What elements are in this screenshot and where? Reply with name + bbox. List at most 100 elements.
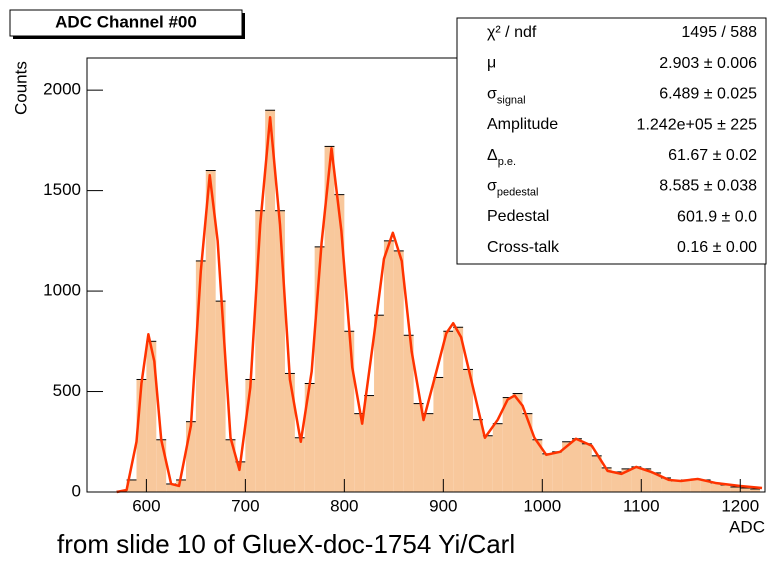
chart-title: ADC Channel #00: [55, 12, 197, 31]
bar: [562, 441, 572, 492]
caption: from slide 10 of GlueX-doc-1754 Yi/Carl: [57, 529, 515, 559]
bar: [294, 437, 305, 492]
x-tick-label: 800: [330, 496, 358, 515]
stat-subscript: p.e.: [498, 156, 516, 168]
bar: [156, 439, 167, 492]
bar: [720, 484, 731, 492]
bar: [522, 413, 533, 492]
bar: [581, 443, 592, 492]
bar: [730, 486, 741, 492]
stat-label: σsignal: [487, 86, 526, 107]
bar: [690, 478, 701, 492]
bar: [433, 377, 444, 492]
y-tick-label: 2000: [43, 80, 81, 99]
bar: [750, 488, 761, 492]
stat-symbol: Cross-talk: [487, 239, 560, 256]
bar: [532, 439, 543, 492]
bar: [463, 369, 474, 492]
stat-symbol: Pedestal: [487, 208, 549, 225]
bar: [393, 250, 404, 492]
title-box: [9, 9, 243, 37]
bar: [185, 421, 196, 492]
bar: [245, 379, 256, 492]
stat-value: 0.16 ± 0.00: [677, 239, 757, 256]
stat-symbol: σ: [487, 86, 497, 103]
bar: [502, 397, 513, 492]
bar: [304, 383, 315, 492]
stat-label: Δp.e.: [487, 147, 516, 168]
bar: [552, 451, 563, 492]
stat-value: 601.9 ± 0.0: [677, 208, 757, 225]
bar: [344, 331, 355, 492]
x-tick-label: 1200: [721, 496, 759, 515]
bar: [126, 479, 137, 492]
plot-area: [116, 109, 763, 494]
y-tick-label: 500: [53, 381, 81, 400]
stat-symbol: σ: [487, 178, 497, 195]
stat-value: 8.585 ± 0.038: [659, 178, 757, 195]
stat-symbol: Amplitude: [487, 116, 558, 133]
stat-value: 61.67 ± 0.02: [668, 147, 757, 164]
bar: [670, 480, 681, 492]
stat-label: Cross-talk: [487, 239, 560, 256]
bar: [453, 327, 464, 492]
stat-value: 1.242e+05 ± 225: [637, 116, 758, 133]
bar: [413, 403, 424, 492]
y-tick-label: 1500: [43, 180, 81, 199]
bar: [364, 395, 375, 492]
stat-value: 6.489 ± 0.025: [659, 86, 757, 103]
bar: [473, 419, 483, 492]
stat-subscript: pedestal: [497, 186, 539, 198]
bar: [740, 487, 751, 492]
bar: [571, 438, 582, 492]
bar: [275, 210, 285, 492]
frame: [86, 57, 766, 493]
bar: [542, 453, 553, 492]
bar: [631, 466, 642, 492]
stat-value: 1495 / 588: [681, 24, 757, 41]
stat-label: σpedestal: [487, 178, 538, 199]
fit-line: [116, 116, 763, 494]
bar: [710, 482, 721, 492]
bar: [403, 335, 414, 492]
x-tick-label: 600: [132, 496, 160, 515]
bar: [166, 483, 177, 492]
bar: [492, 423, 503, 492]
stat-label: μ: [487, 55, 496, 72]
bar: [700, 479, 711, 492]
bar: [205, 170, 216, 492]
x-tick-label: 1000: [523, 496, 561, 515]
bar: [383, 240, 394, 492]
bar: [195, 260, 206, 492]
bar: [265, 110, 276, 493]
bar: [136, 379, 147, 492]
stats-box: [456, 17, 767, 265]
bar: [235, 461, 246, 492]
bar: [651, 472, 662, 492]
x-axis-label: ADC: [729, 517, 765, 536]
x-tick-label: 900: [429, 496, 457, 515]
stat-label: Amplitude: [487, 116, 558, 133]
bar: [284, 373, 295, 492]
bar: [512, 393, 523, 492]
bar: [146, 341, 157, 492]
bar: [611, 471, 622, 492]
bar: [621, 468, 632, 492]
bar: [661, 477, 671, 492]
bar: [215, 301, 226, 492]
y-axis-label: Counts: [11, 61, 30, 115]
stat-subscript: signal: [497, 94, 526, 106]
bar: [680, 479, 691, 492]
bar: [374, 315, 384, 492]
stat-value: 2.903 ± 0.006: [659, 55, 757, 72]
bar: [324, 146, 335, 492]
x-tick-label: 700: [231, 496, 259, 515]
bar: [314, 246, 325, 492]
bar: [443, 331, 454, 492]
bar: [354, 413, 365, 492]
bar: [601, 467, 612, 492]
stat-symbol: Δ: [487, 147, 498, 164]
bar: [423, 413, 434, 492]
y-tick-label: 0: [72, 481, 81, 500]
